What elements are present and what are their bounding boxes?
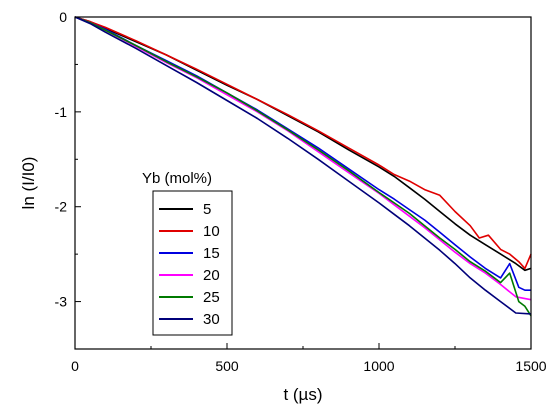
x-tick-label: 1000 [363,358,394,374]
y-tick-label: -2 [55,199,68,215]
series-line-10 [74,16,532,270]
legend-label-20: 20 [203,267,220,284]
legend-label-10: 10 [203,223,220,240]
x-axis-label: t (µs) [283,385,322,404]
legend-label-25: 25 [203,289,220,306]
y-tick-label: -3 [55,294,68,310]
series-lines [74,16,532,317]
x-tick-label: 500 [215,358,239,374]
y-axis-label: ln (I/I0) [19,157,38,210]
legend-label-5: 5 [203,201,211,218]
y-tick-label: -1 [55,104,68,120]
series-line-30 [74,16,532,315]
x-axis-ticks: 0 500 1000 1500 [71,343,547,374]
legend-label-15: 15 [203,245,220,262]
x-tick-label: 0 [71,358,79,374]
legend-label-30: 30 [203,311,220,328]
series-line-25 [74,16,532,317]
y-axis-ticks: 0 -1 -2 -3 [55,9,81,310]
legend-box [152,190,233,336]
y-tick-label: 0 [59,9,67,25]
legend: 5 10 15 20 25 30 [159,201,220,328]
series-line-20 [74,16,532,301]
legend-title: Yb (mol%) [142,170,212,187]
series-line-15 [74,16,531,291]
x-tick-label: 1500 [515,358,546,374]
series-line-5 [74,16,532,272]
